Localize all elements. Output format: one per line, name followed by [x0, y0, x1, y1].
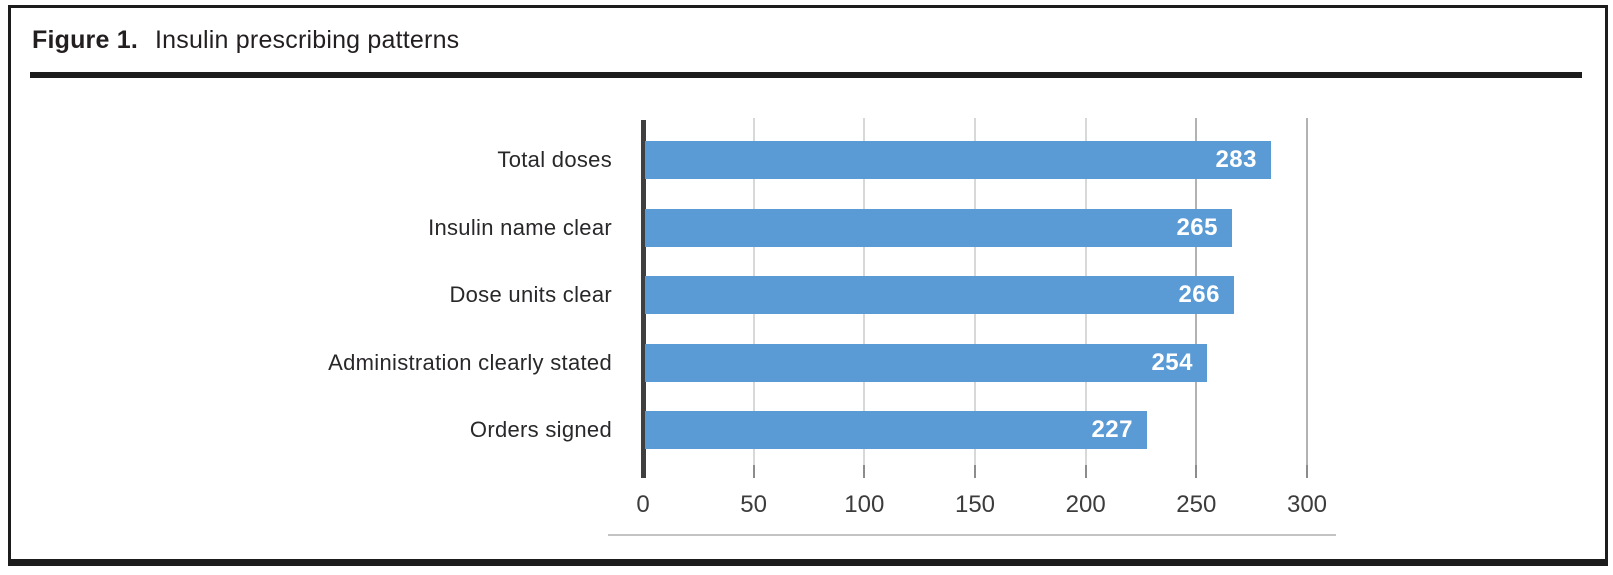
- value-label: 283: [1215, 146, 1257, 173]
- x-tick-label: 200: [1065, 491, 1106, 518]
- x-tick-label: 150: [954, 491, 996, 518]
- x-tick-label: 250: [1176, 491, 1217, 518]
- axis-tick: [1306, 465, 1308, 478]
- category-label: Dose units clear: [449, 282, 612, 307]
- category-label: Orders signed: [469, 417, 612, 442]
- value-label: 254: [1151, 348, 1193, 376]
- category-label: Total doses: [497, 147, 612, 172]
- value-label: 227: [1091, 416, 1133, 443]
- bar: 283: [645, 141, 1271, 179]
- chart-bottom-border: [608, 534, 1336, 536]
- bar: 254: [645, 343, 1207, 382]
- x-tick-label: 100: [844, 491, 885, 518]
- bar: 266: [645, 276, 1234, 314]
- axis-tick: [752, 465, 755, 478]
- x-tick-label: 300: [1286, 491, 1328, 518]
- gridline: [1306, 118, 1308, 465]
- axis-tick: [1195, 465, 1198, 478]
- value-label: 265: [1176, 213, 1218, 241]
- category-label: Insulin name clear: [428, 214, 612, 240]
- figure-caption: Insulin prescribing patterns: [155, 26, 460, 54]
- x-tick-label: 50: [740, 491, 767, 518]
- value-label: 266: [1178, 281, 1220, 308]
- axis-tick: [1084, 465, 1087, 478]
- category-label: Administration clearly stated: [328, 349, 612, 375]
- x-tick-label: 0: [636, 491, 650, 518]
- axis-tick: [863, 465, 866, 478]
- title-divider: [30, 72, 1582, 78]
- figure-number: Figure 1.: [32, 26, 138, 54]
- bar: 227: [645, 411, 1147, 449]
- y-axis-line: [641, 120, 646, 478]
- axis-tick: [974, 465, 976, 478]
- figure-title: Figure 1. Insulin prescribing patterns: [32, 26, 459, 55]
- bar: 265: [645, 208, 1232, 247]
